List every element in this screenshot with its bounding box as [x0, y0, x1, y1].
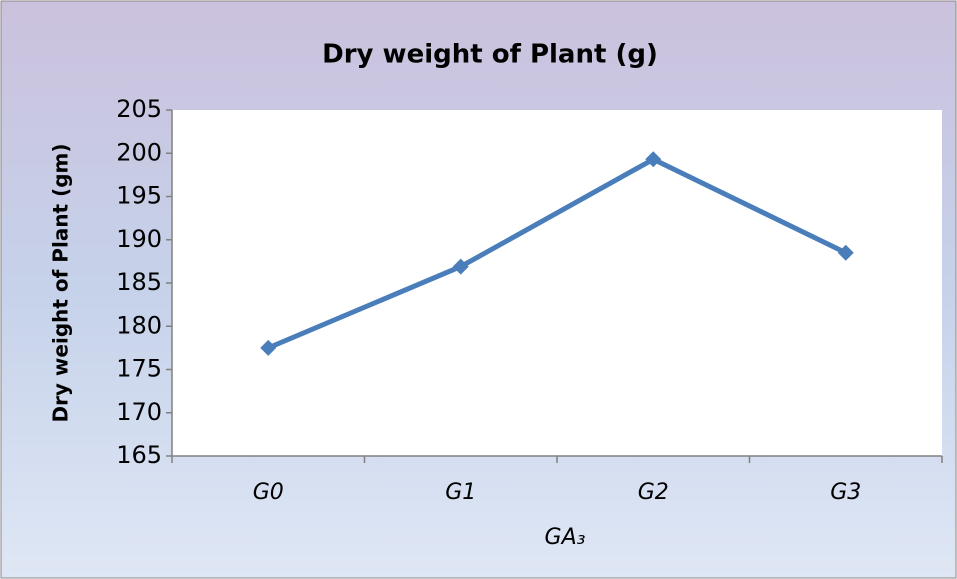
data-marker	[452, 258, 469, 275]
y-tick-label: 200	[116, 138, 162, 166]
data-marker	[837, 244, 854, 261]
y-tick-label: 180	[116, 311, 162, 339]
data-marker	[260, 339, 277, 356]
x-tick-label: G0	[253, 480, 284, 505]
x-tick-label: G3	[830, 480, 861, 505]
y-tick-label: 205	[116, 95, 162, 123]
y-tick-label: 190	[116, 225, 162, 253]
y-tick-label: 195	[116, 182, 162, 210]
x-tick-label: G1	[445, 480, 476, 505]
data-marker	[645, 151, 662, 168]
y-tick-label: 170	[116, 398, 162, 426]
chart-title: Dry weight of Plant (g)	[322, 40, 658, 70]
plot-area	[172, 110, 942, 456]
y-tick-label: 185	[116, 268, 162, 296]
x-axis-label: GA₃	[545, 525, 586, 550]
y-tick-label: 175	[116, 355, 162, 383]
x-tick-label: G2	[638, 480, 669, 505]
y-axis-label: Dry weight of Plant (gm)	[49, 143, 73, 422]
data-line	[267, 156, 847, 351]
y-tick-label: 165	[116, 441, 162, 469]
